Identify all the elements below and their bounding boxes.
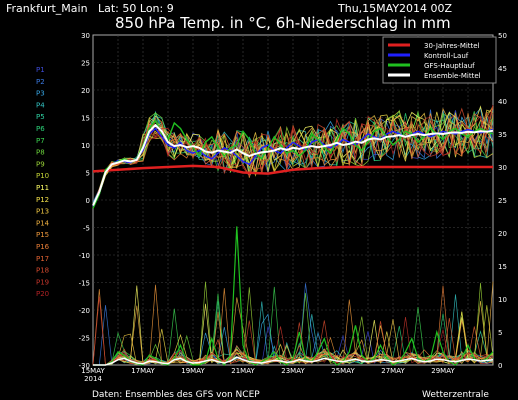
right-tick-label: 25 [498,197,507,205]
source-label: Daten: Ensembles des GFS von NCEP [92,390,260,400]
member-label-p19: P19 [36,278,49,286]
latlon-label: Lat: 50 Lon: 9 [98,2,174,15]
member-label-p8: P8 [36,149,45,157]
temp-line-p13 [92,112,494,208]
member-label-p3: P3 [36,90,45,98]
x-tick-label: 25MAY [331,367,355,375]
member-label-p13: P13 [36,208,49,216]
x-tick-label: 21MAY [231,367,255,375]
member-label-p7: P7 [36,137,45,145]
member-label-p17: P17 [36,255,49,263]
left-tick-label: 25 [81,60,90,68]
temp-line-climatology [92,164,493,175]
left-tick-label: 20 [81,87,90,95]
right-axis-ticks: 0 5 10 15 20 25 30 35 40 45 50 [498,32,507,370]
member-label-p20: P20 [36,290,49,298]
left-tick-label: -5 [83,225,90,233]
right-tick-label: 15 [498,263,507,271]
x-axis-ticks: 15MAY2014 17MAY 19MAY 21MAY 23MAY 25MAY 27MAY 2… [81,367,455,383]
left-tick-label: -25 [79,335,90,343]
member-label-p2: P2 [36,78,45,86]
temp-line-p20 [92,104,494,209]
right-tick-label: 40 [498,98,507,106]
member-label-p1: P1 [36,66,45,74]
right-tick-label: 35 [498,131,507,139]
member-label-p9: P9 [36,160,45,168]
left-tick-label: 5 [86,170,90,178]
precip-line-mean [93,356,494,366]
left-tick-label: -10 [79,252,90,260]
left-tick-label: 30 [81,32,90,40]
legend-climatology: 30-Jahres-Mittel [424,42,480,50]
x-tick-label: 27MAY [381,367,405,375]
temperature-series [92,104,494,209]
member-legend: P1 P2 P3 P4 P5 P6 P7 P8 P9 P10 P11 P12 P13 P14 P15 P16 P… [36,66,50,298]
left-tick-label: -30 [79,362,90,370]
member-label-p10: P10 [36,172,49,180]
member-label-p5: P5 [36,113,45,121]
right-tick-label: 5 [498,329,502,337]
member-label-p12: P12 [36,196,49,204]
legend-control: Kontroll-Lauf [424,52,469,60]
left-tick-label: 0 [86,197,90,205]
member-label-p14: P14 [36,219,50,227]
series-legend: 30-Jahres-Mittel Kontroll-Lauf GFS-Haupt… [382,36,497,84]
x-tick-label: 2014 [84,375,102,383]
member-label-p15: P15 [36,231,49,239]
station-label: Frankfurt_Main [6,2,88,15]
right-tick-label: 10 [498,296,507,304]
chart-title: 850 hPa Temp. in °C, 6h-Niederschlag in … [115,14,451,32]
x-tick-label: 17MAY [131,367,155,375]
left-tick-label: -15 [79,280,90,288]
member-label-p4: P4 [36,101,45,109]
member-label-p16: P16 [36,243,50,251]
right-tick-label: 50 [498,32,507,40]
x-tick-label: 19MAY [181,367,205,375]
left-tick-label: 10 [81,142,90,150]
left-tick-label: -20 [79,307,90,315]
legend-mean: Ensemble-Mittel [424,72,481,80]
right-tick-label: 30 [498,164,507,172]
member-label-p18: P18 [36,267,49,275]
x-tick-label: 15MAY [81,367,105,375]
right-tick-label: 0 [498,362,502,370]
precip-series [92,226,494,366]
x-tick-label: 23MAY [281,367,305,375]
member-label-p11: P11 [36,184,49,192]
legend-operational: GFS-Hauptlauf [424,62,475,70]
member-label-p6: P6 [36,125,45,133]
left-tick-label: 15 [81,115,90,123]
left-axis-ticks: -30 -25 -20 -15 -10 -5 0 5 10 15 20 25 30 [79,32,90,370]
x-tick-label: 29MAY [431,367,455,375]
right-tick-label: 45 [498,65,507,73]
temp-line-p18 [92,107,494,206]
right-tick-label: 20 [498,230,507,238]
brand-label: Wetterzentrale [422,390,489,400]
run-label: Thu,15MAY2014 00Z [337,2,453,15]
temp-line-mean [92,123,494,206]
